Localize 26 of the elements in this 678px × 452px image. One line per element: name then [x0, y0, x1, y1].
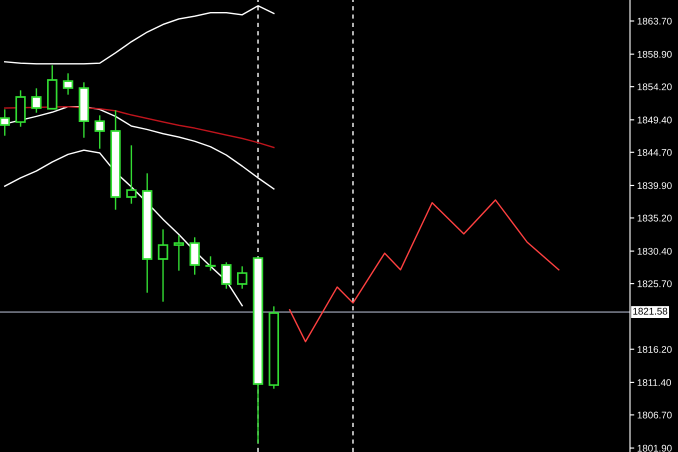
y-tick-label: 1835.20: [638, 214, 672, 222]
y-tick-label: 1849.40: [638, 116, 672, 124]
y-tick-label: 1825.70: [638, 280, 672, 288]
candlestick: [237, 266, 248, 289]
candlestick: [94, 115, 105, 149]
y-tick-label: 1863.70: [638, 18, 672, 25]
line-series: [4, 106, 275, 148]
candlestick: [31, 88, 42, 113]
y-tick-label: 1844.70: [638, 149, 672, 156]
y-tick-label: 1858.90: [638, 50, 672, 58]
y-tick-label: 1854.20: [638, 83, 672, 90]
candlestick: [221, 262, 232, 289]
y-tick-label: 1806.70: [638, 412, 672, 419]
y-tick-label: 1830.40: [638, 248, 672, 255]
line-series: [288, 199, 560, 342]
y-tick-label: 1811.40: [638, 379, 671, 386]
candlestick: [174, 235, 184, 271]
candlestick: [158, 229, 168, 302]
candlestick: [126, 145, 137, 204]
y-tick-label: 1839.90: [638, 182, 672, 190]
candlestick: [190, 237, 200, 275]
candlestick: [62, 73, 74, 95]
candlestick: [205, 256, 216, 271]
y-tick-label: 1816.20: [638, 346, 672, 353]
y-tick-label: 1801.90: [638, 444, 672, 452]
ref-line-label: 1821.58: [633, 308, 668, 315]
